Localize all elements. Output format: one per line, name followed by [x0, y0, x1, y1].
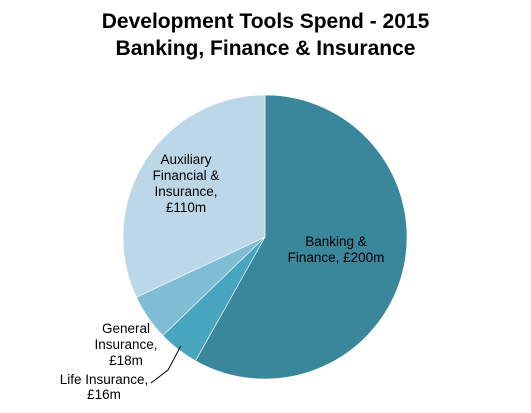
slice-label-1-line-0: Life Insurance,	[60, 372, 149, 387]
pie-slice-3	[122, 94, 266, 298]
slice-label-3-line-1: Financial &	[153, 168, 220, 183]
slice-label-1-line-1: £16m	[87, 387, 121, 402]
slice-label-1: Life Insurance, £16m	[60, 372, 149, 402]
slice-label-0: Banking & Finance, £200m	[288, 234, 385, 265]
leader-line-life-insurance	[150, 345, 182, 384]
slice-label-3-line-3: £110m	[166, 200, 206, 215]
slice-label-2-line-0: General	[102, 321, 150, 336]
chart-title: Development Tools Spend - 2015 Banking, …	[0, 8, 531, 62]
slice-label-2-line-1: Insurance,	[94, 337, 157, 352]
slice-label-3-line-2: Insurance,	[154, 184, 217, 199]
pie-slice-0	[195, 94, 408, 380]
slice-label-3-line-0: Auxiliary	[160, 152, 211, 167]
slice-label-0-line-1: Finance, £200m	[288, 250, 385, 265]
pie-slices	[122, 94, 408, 380]
leader-lines	[150, 345, 182, 384]
slice-label-2-line-2: £18m	[109, 353, 143, 368]
chart-title-line-2: Banking, Finance & Insurance	[115, 37, 416, 60]
chart-title-line-1: Development Tools Spend - 2015	[101, 10, 430, 33]
slice-label-2: General Insurance, £18m	[94, 321, 157, 368]
slice-label-3: Auxiliary Financial & Insurance, £110m	[153, 152, 220, 215]
slice-label-0-line-0: Banking &	[305, 234, 367, 249]
